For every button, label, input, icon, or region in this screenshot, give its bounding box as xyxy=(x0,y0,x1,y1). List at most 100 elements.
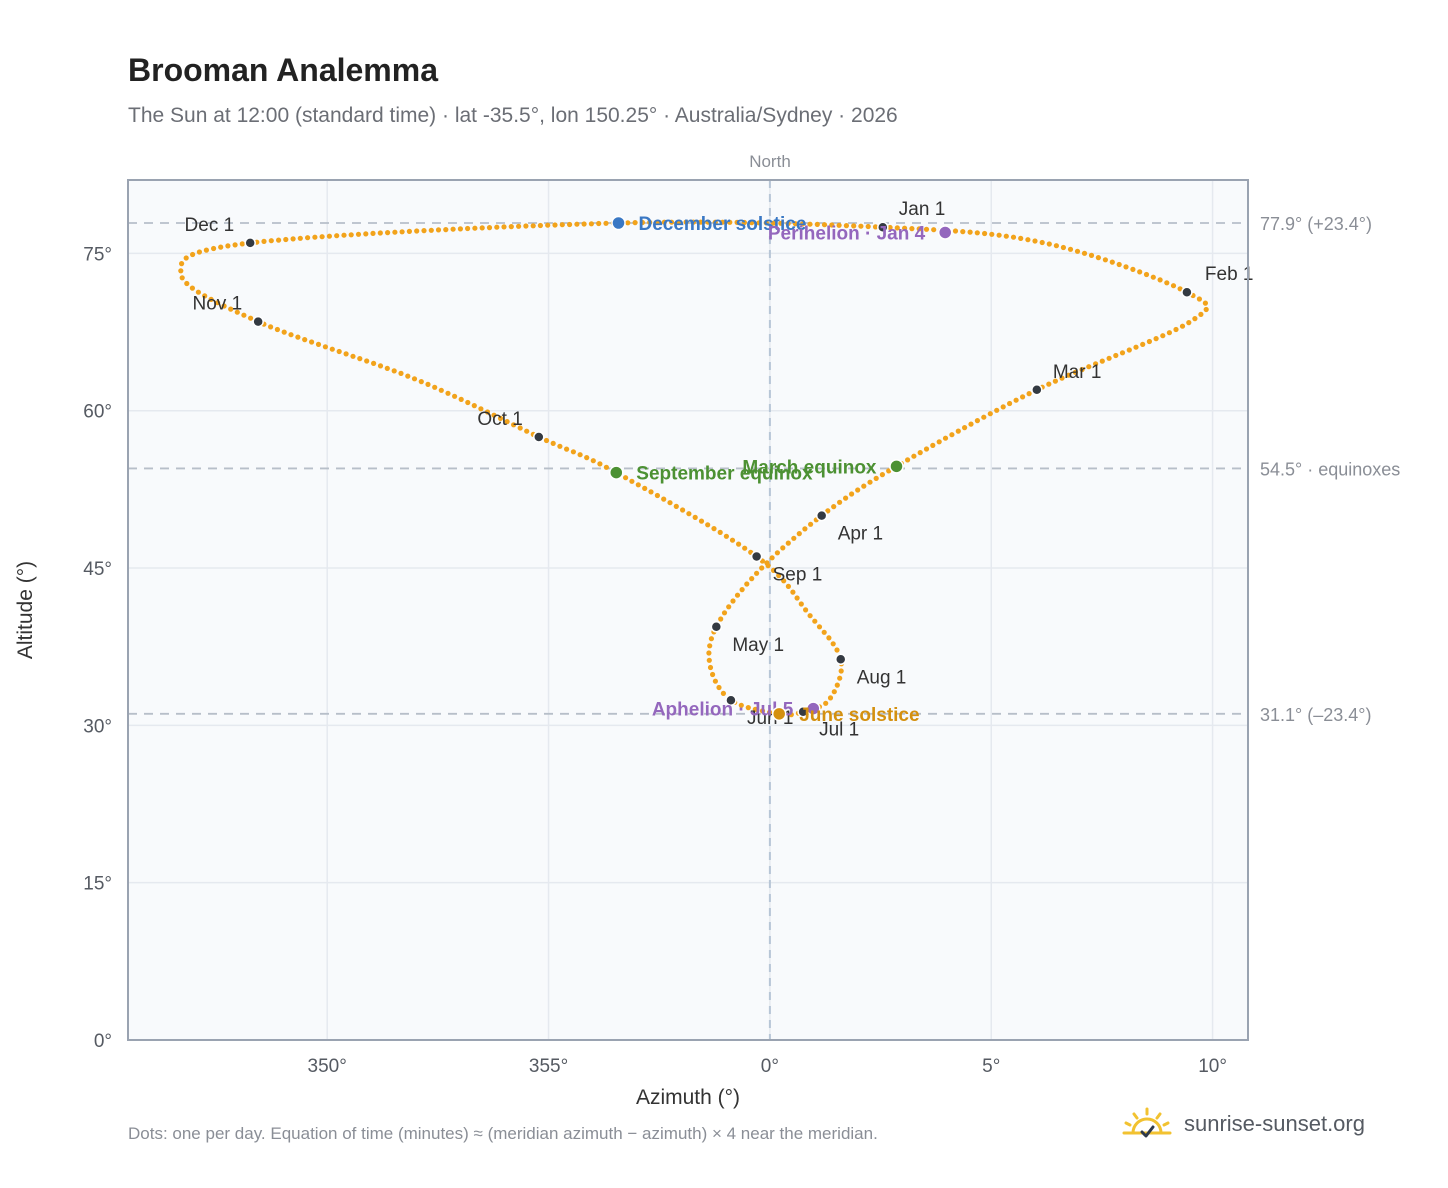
event-label: December solstice xyxy=(638,214,806,235)
daily-dot xyxy=(326,233,332,239)
x-tick-label: 5° xyxy=(982,1056,1000,1077)
daily-dot xyxy=(771,220,777,226)
daily-dot xyxy=(629,478,635,484)
daily-dot xyxy=(398,370,404,376)
daily-dot xyxy=(745,705,751,711)
daily-dot xyxy=(707,664,714,671)
daily-dot xyxy=(807,221,813,227)
daily-dot xyxy=(329,346,335,352)
daily-dot xyxy=(1177,286,1183,292)
daily-dot xyxy=(968,421,974,427)
daily-dot xyxy=(1052,378,1058,384)
daily-dot xyxy=(584,455,590,461)
daily-dot xyxy=(721,610,728,616)
daily-dot xyxy=(1130,266,1136,272)
daily-dot xyxy=(790,589,796,595)
daily-dot xyxy=(1074,248,1081,254)
daily-dot xyxy=(1123,264,1129,270)
daily-dot xyxy=(706,657,712,663)
daily-dot xyxy=(1079,366,1085,373)
daily-dot xyxy=(1137,269,1143,275)
daily-dot xyxy=(1203,306,1209,313)
daily-dot xyxy=(794,595,800,601)
daily-dot xyxy=(785,583,792,590)
event-marker xyxy=(609,465,624,480)
daily-dot xyxy=(952,228,959,234)
analemma-daily-dots xyxy=(178,219,1209,718)
month-label: Mar 1 xyxy=(1053,362,1102,383)
daily-dot xyxy=(942,435,949,441)
daily-dot xyxy=(931,227,937,233)
daily-dot xyxy=(851,223,857,229)
daily-dot xyxy=(196,249,202,255)
daily-dot xyxy=(1013,397,1019,403)
daily-dot xyxy=(1109,259,1115,265)
daily-dot xyxy=(690,219,697,225)
daily-dot xyxy=(1198,311,1204,317)
daily-dot xyxy=(239,241,245,247)
daily-dot xyxy=(759,565,765,571)
daily-dot xyxy=(710,671,716,678)
brand-name: sunrise-sunset.org xyxy=(1184,1111,1365,1136)
footnote: Dots: one per day. Equation of time (min… xyxy=(128,1124,878,1143)
daily-dot xyxy=(370,230,376,236)
daily-dot xyxy=(421,228,427,234)
event-label: Perihelion · Jan 4 xyxy=(768,223,926,244)
daily-dot xyxy=(281,329,287,335)
daily-dot xyxy=(1170,283,1177,289)
daily-dot xyxy=(1192,316,1198,322)
event-marker xyxy=(937,225,953,240)
daily-dot xyxy=(1164,280,1170,286)
daily-dot xyxy=(322,344,328,350)
y-tick-label: 60° xyxy=(83,402,112,423)
month-label: Nov 1 xyxy=(193,294,243,315)
daily-dot xyxy=(497,415,504,421)
daily-dot xyxy=(268,238,274,244)
daily-dot xyxy=(796,531,802,537)
daily-dot xyxy=(391,368,397,374)
daily-dot xyxy=(283,236,289,243)
daily-dot xyxy=(1088,252,1095,258)
daily-dot xyxy=(879,472,886,478)
daily-dot xyxy=(936,439,942,445)
daily-dot xyxy=(987,411,993,417)
daily-dot xyxy=(1026,391,1032,397)
daily-dot xyxy=(994,407,1000,413)
daily-dot xyxy=(752,706,758,713)
daily-dot xyxy=(905,457,911,463)
daily-dot xyxy=(1113,352,1119,359)
daily-dot xyxy=(341,232,347,238)
daily-dot xyxy=(450,226,456,232)
daily-dot xyxy=(803,607,809,613)
plot-area xyxy=(128,180,1248,1040)
daily-dot xyxy=(418,379,424,385)
daily-dot xyxy=(781,578,787,584)
daily-dot xyxy=(305,235,311,241)
daily-dot xyxy=(974,418,981,424)
daily-dot xyxy=(432,384,438,390)
daily-dot xyxy=(855,487,861,493)
daily-dot xyxy=(635,482,641,488)
daily-dot xyxy=(1166,330,1172,336)
daily-dot xyxy=(829,222,835,228)
daily-dot xyxy=(458,396,464,402)
brand[interactable]: sunrise-sunset.org xyxy=(1120,1100,1365,1148)
daily-dot xyxy=(705,219,711,225)
daily-dot xyxy=(632,220,638,226)
y-tick-label: 45° xyxy=(83,559,112,580)
daily-dot xyxy=(821,222,828,228)
daily-dot xyxy=(729,537,736,543)
daily-dot xyxy=(343,351,349,357)
daily-dot xyxy=(923,226,930,232)
daily-dot xyxy=(831,504,837,510)
daily-dot xyxy=(478,406,484,412)
month-marker xyxy=(1031,384,1043,396)
month-label: Jul 1 xyxy=(819,720,859,741)
month-label: Sep 1 xyxy=(773,565,823,586)
daily-dot xyxy=(443,227,449,233)
daily-dot xyxy=(909,226,915,232)
daily-dot xyxy=(962,425,968,431)
daily-dot xyxy=(680,507,686,513)
daily-dot xyxy=(698,518,705,524)
daily-dot xyxy=(738,702,744,708)
